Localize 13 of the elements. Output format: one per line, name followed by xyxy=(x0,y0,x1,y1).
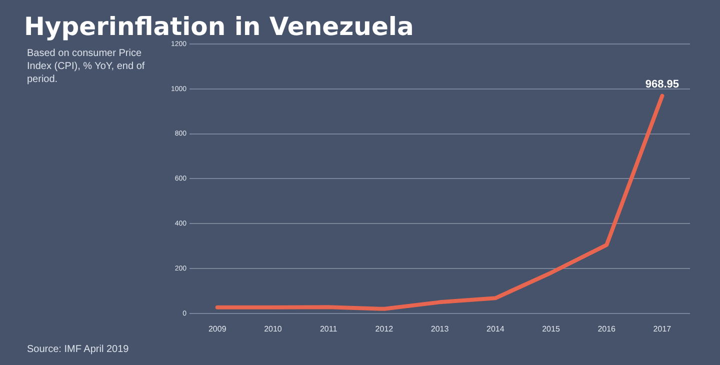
x-tick-label: 2016 xyxy=(598,324,616,334)
chart-title: Hyperinflation in Venezuela xyxy=(24,12,414,41)
x-tick-label: 2012 xyxy=(375,324,394,334)
data-label: 968.95 xyxy=(645,78,680,90)
text: Based on consumer Price Index (CPI), % YoY, end of period. xyxy=(27,47,146,86)
source-note: Source: IMF April 2019 xyxy=(27,344,129,355)
x-tick-label: 2015 xyxy=(542,324,560,334)
x-tick-label: 2017 xyxy=(653,324,672,334)
x-tick-label: 2014 xyxy=(486,324,505,334)
x-tick-label: 2013 xyxy=(430,324,450,334)
x-tick-label: 2009 xyxy=(208,324,227,334)
x-tick-label: 2011 xyxy=(320,324,338,334)
x-tick-label: 2010 xyxy=(264,324,282,334)
